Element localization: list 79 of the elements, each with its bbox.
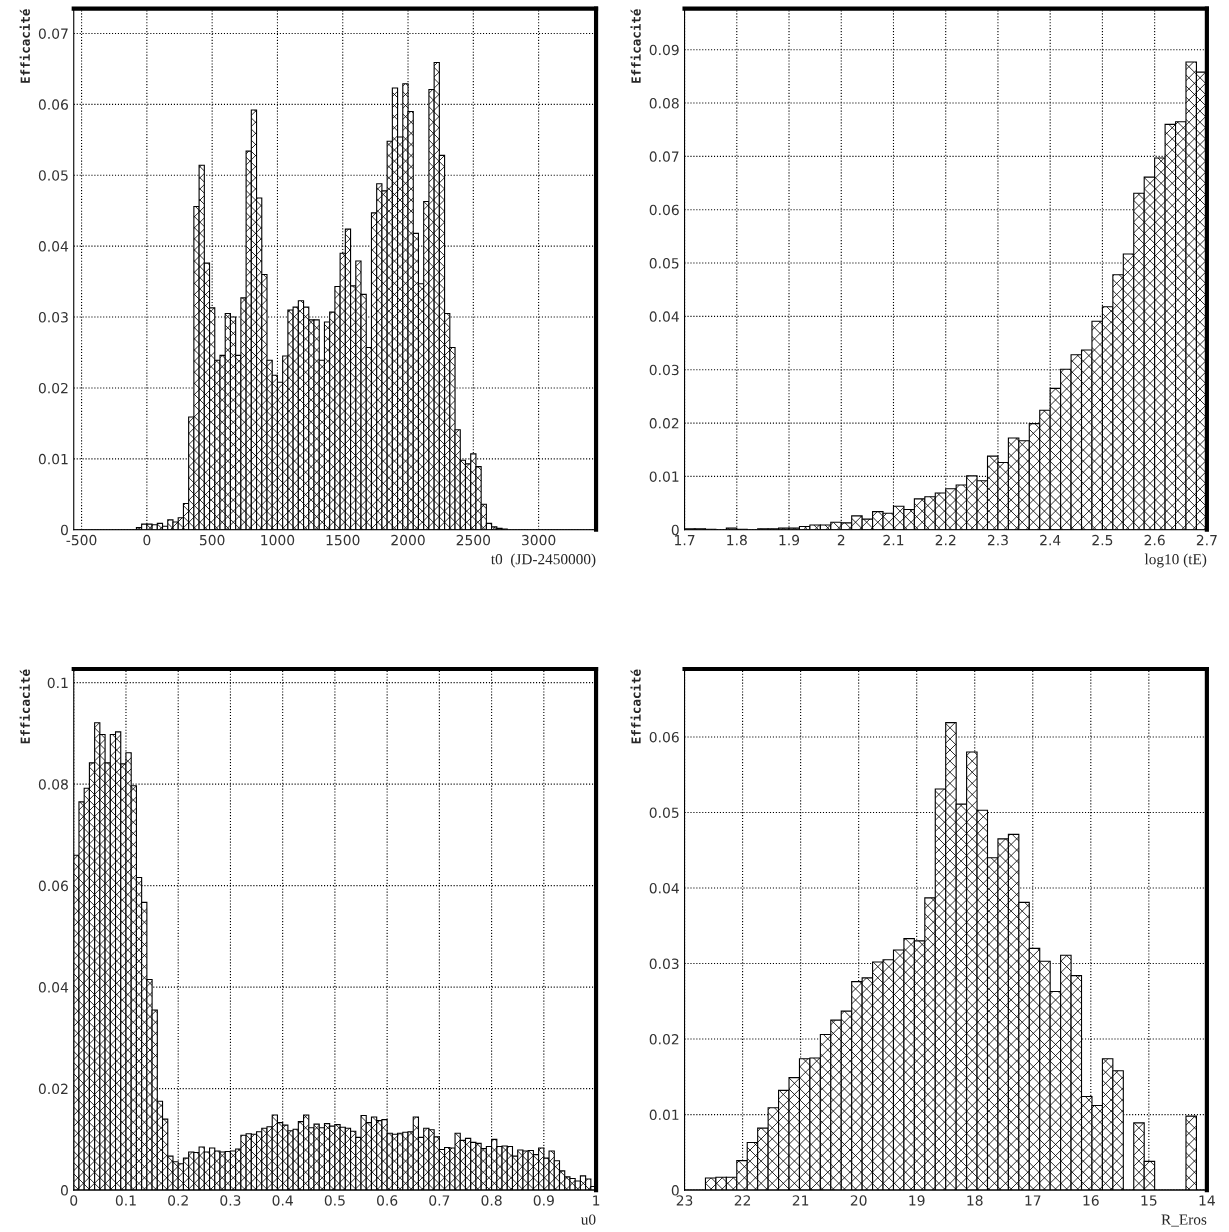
- x-tick-label: 0: [70, 1195, 78, 1206]
- y-tick-label: 0.02: [649, 1034, 679, 1045]
- x-tick-label: 2.4: [1040, 534, 1061, 546]
- x-tick-label: 23: [676, 1195, 693, 1206]
- x-tick-label: 22: [734, 1195, 751, 1206]
- x-axis-title: u0: [580, 1214, 596, 1225]
- y-tick-label: 0: [671, 524, 679, 536]
- y-tick-label: 0.04: [38, 241, 69, 252]
- x-tick-label: 16: [1083, 1195, 1099, 1206]
- x-tick-label: 2500: [456, 534, 491, 546]
- y-tick-label: 0.08: [649, 98, 679, 109]
- x-tick-label: 19: [909, 1195, 925, 1206]
- x-tick-label: 1.7: [675, 535, 695, 546]
- x-tick-label: 2.7: [1196, 534, 1217, 546]
- y-tick-label: 0.05: [649, 807, 679, 818]
- x-tick-label: 1: [593, 1195, 600, 1206]
- x-axis-title: R_Eros: [1161, 1214, 1207, 1227]
- y-tick-label: 0.09: [649, 44, 679, 56]
- y-tick-label: 0.06: [38, 880, 68, 892]
- x-tick-label: 2: [837, 534, 845, 546]
- y-tick-label: 0.03: [649, 364, 679, 376]
- x-tick-label: 1.9: [779, 534, 800, 546]
- y-tick-label: 0.01: [38, 453, 68, 465]
- y-tick-label: 0.04: [649, 311, 679, 322]
- x-tick-label: 1500: [326, 534, 360, 546]
- x-tick-label: 500: [199, 534, 225, 546]
- y-tick-label: 0.03: [38, 312, 68, 323]
- x-axis-title: t0 (JD-2450000): [490, 553, 596, 568]
- x-tick-label: 1.8: [727, 534, 747, 546]
- x-tick-label: -500: [66, 534, 97, 546]
- y-tick-label: 0.07: [649, 151, 679, 162]
- y-tick-label: 0.01: [649, 471, 679, 482]
- y-tick-label: 0.08: [38, 779, 68, 790]
- y-axis-title: Efficacité: [630, 9, 641, 83]
- y-tick-label: 0.01: [649, 1109, 679, 1121]
- y-tick-label: 0: [60, 1185, 68, 1196]
- x-tick-label: 0.6: [377, 1195, 398, 1206]
- y-tick-label: 0: [60, 524, 68, 536]
- x-tick-label: 2.2: [935, 534, 956, 546]
- x-tick-label: 2.6: [1144, 534, 1165, 546]
- y-tick-label: 0.02: [38, 1083, 68, 1095]
- x-axis-title: log10 (tE): [1144, 553, 1207, 568]
- y-tick-label: 0.04: [649, 882, 679, 894]
- y-tick-label: 0.07: [38, 28, 68, 39]
- x-tick-label: 0.7: [429, 1195, 450, 1206]
- x-tick-label: 0.9: [533, 1195, 554, 1206]
- y-tick-label: 0.02: [649, 418, 679, 429]
- x-tick-label: 0.5: [324, 1195, 345, 1206]
- x-tick-label: 21: [792, 1195, 809, 1206]
- y-tick-label: 0.1: [47, 677, 68, 689]
- y-axis-title: Efficacité: [630, 669, 641, 744]
- y-tick-label: 0.06: [649, 731, 679, 743]
- x-tick-label: 0.1: [115, 1195, 136, 1206]
- x-tick-label: 0.8: [481, 1195, 502, 1206]
- y-tick-label: 0.02: [38, 382, 68, 394]
- x-tick-label: 2.3: [987, 534, 1008, 546]
- x-tick-label: 18: [967, 1195, 983, 1206]
- y-tick-label: 0.06: [38, 99, 68, 110]
- x-tick-label: 0.4: [272, 1195, 293, 1206]
- y-axis-title: Efficacité: [19, 9, 30, 83]
- y-tick-label: 0.04: [38, 982, 69, 993]
- y-tick-label: 0.06: [649, 204, 679, 216]
- y-tick-label: 0.05: [649, 258, 679, 269]
- x-tick-label: 14: [1199, 1195, 1215, 1206]
- x-tick-label: 1000: [261, 534, 295, 546]
- x-tick-label: 2.5: [1092, 534, 1113, 546]
- x-tick-label: 3000: [521, 534, 556, 546]
- x-tick-label: 0.3: [220, 1195, 241, 1206]
- x-tick-label: 17: [1025, 1195, 1041, 1206]
- y-tick-label: 0.03: [649, 958, 679, 970]
- x-tick-label: 20: [850, 1195, 867, 1206]
- x-tick-label: 2.1: [883, 534, 904, 546]
- x-tick-label: 0.2: [168, 1195, 188, 1206]
- x-tick-label: 15: [1141, 1195, 1157, 1206]
- y-axis-title: Efficacité: [19, 669, 30, 744]
- x-tick-label: 0: [143, 534, 151, 546]
- x-tick-label: 2000: [391, 534, 425, 546]
- y-tick-label: 0.05: [38, 170, 68, 181]
- y-tick-label: 0: [671, 1185, 679, 1196]
